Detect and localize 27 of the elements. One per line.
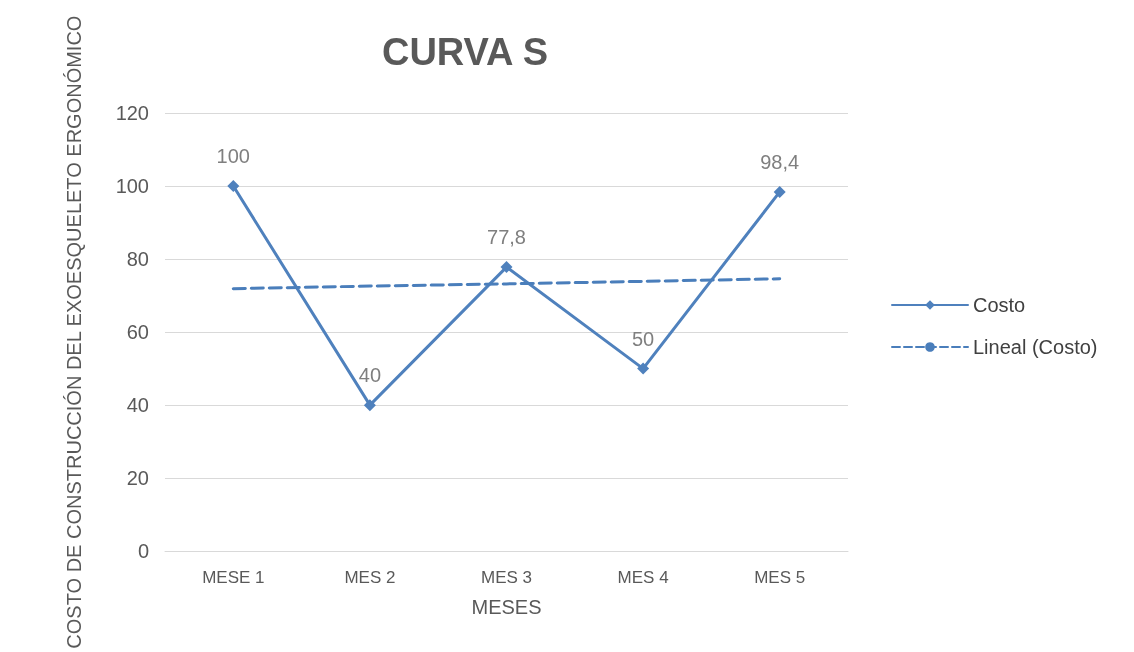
y-tick-label: 120 [115, 102, 149, 124]
y-tick-label: 20 [126, 467, 149, 490]
point [363, 399, 376, 412]
legend-label: Lineal (Costo) [973, 336, 1098, 358]
x-tick-label: MES 4 [617, 568, 669, 588]
data-label: 100 [216, 145, 250, 168]
data-label: 98,4 [760, 150, 800, 173]
chart-title: CURVA S [381, 31, 549, 73]
x-axis-title: MESES [471, 596, 542, 619]
y-tick-label: 100 [115, 175, 149, 198]
point [637, 362, 650, 375]
point [773, 185, 786, 198]
y-tick-label: 80 [126, 248, 149, 271]
point [500, 261, 513, 274]
y-tick-label: 60 [126, 321, 149, 344]
data-label: 40 [358, 364, 382, 387]
x-tick-label: MES 3 [480, 568, 533, 588]
data-label: 77,8 [487, 226, 526, 249]
x-tick-label: MES 2 [344, 568, 396, 588]
y-axis-title: COSTO DE CONSTRUCCIÓN DEL EXOESQUELETO ERGONÓMICO [63, 15, 85, 649]
y-tick-label: 40 [126, 394, 149, 417]
legend-label: Costo [973, 294, 1026, 316]
x-tick-label: MESE 1 [202, 568, 265, 588]
point [227, 180, 240, 193]
data-label: 50 [631, 327, 655, 350]
x-tick-label: MES 5 [754, 568, 806, 588]
y-tick-label: 0 [137, 540, 149, 563]
